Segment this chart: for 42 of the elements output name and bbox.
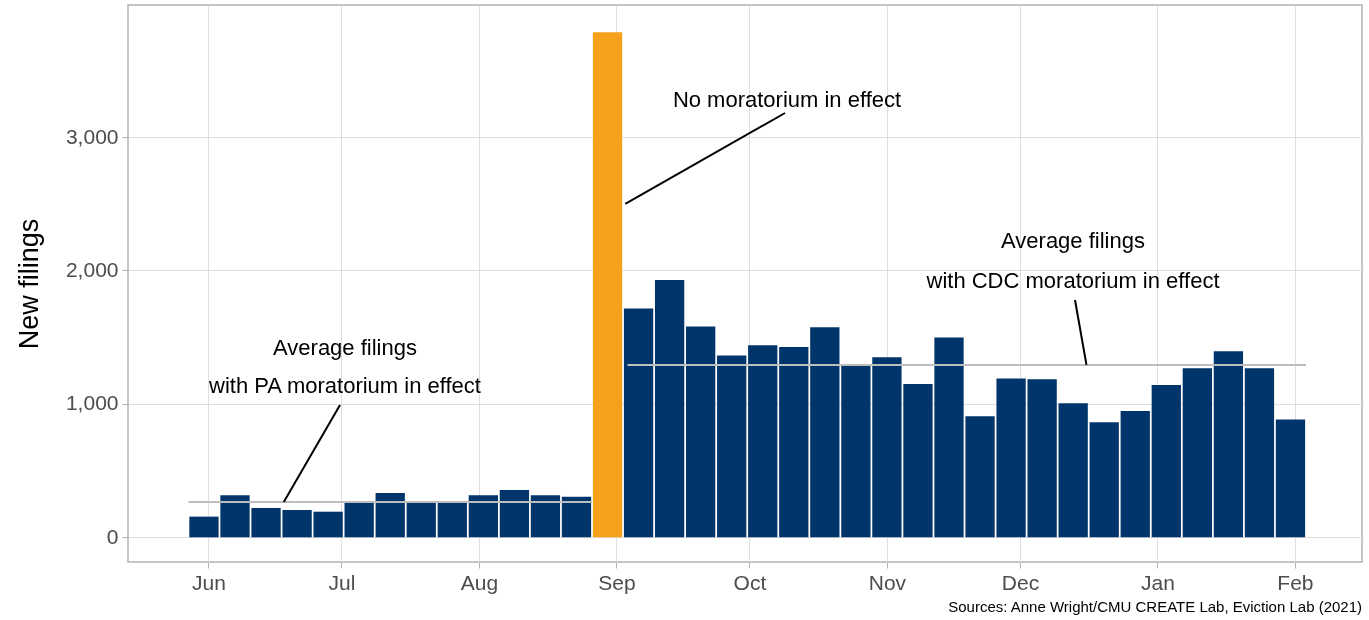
y-tick-label: 0	[106, 524, 119, 548]
bar	[810, 327, 840, 538]
bar	[530, 495, 561, 538]
x-tick-label: Sep	[598, 570, 636, 594]
bar	[375, 492, 405, 538]
bar	[748, 345, 778, 538]
x-tick-label: Oct	[733, 570, 767, 594]
bar	[623, 308, 654, 538]
bar	[654, 279, 685, 538]
bar	[1089, 422, 1119, 538]
bar	[437, 502, 467, 538]
y-axis-title: New filings	[13, 218, 44, 350]
bar	[779, 347, 809, 538]
bar	[592, 32, 623, 538]
x-tick-label: Aug	[460, 570, 499, 594]
x-tick-label: Feb	[1277, 570, 1314, 594]
y-tick-label: 3,000	[65, 124, 119, 148]
bar	[1151, 384, 1181, 538]
bar	[406, 501, 436, 538]
bar	[344, 501, 374, 538]
bar	[499, 489, 530, 538]
annotation: Average filings with CDC moratorium in effect	[925, 228, 1220, 293]
bar	[1213, 351, 1244, 538]
bar	[561, 496, 592, 538]
y-tick-label: 2,000	[65, 257, 119, 281]
bar	[686, 326, 716, 538]
bar	[1244, 368, 1275, 538]
x-tick-label: Jul	[328, 570, 356, 594]
x-tick-label: Dec	[1001, 570, 1040, 594]
bar	[717, 355, 747, 538]
bar	[468, 495, 498, 538]
bar	[1182, 368, 1212, 538]
y-tick-label: 1,000	[65, 391, 119, 415]
x-tick-label: Nov	[868, 570, 907, 594]
annotation: No moratorium in effect	[672, 87, 902, 112]
x-tick-label: Jun	[191, 570, 226, 594]
bar	[1058, 403, 1088, 538]
annotation: Average filings with PA moratorium in effect	[208, 335, 481, 398]
bar	[1120, 411, 1150, 538]
bar	[1275, 419, 1306, 538]
source-note: Sources: Anne Wright/CMU CREATE Lab, Eviction Lab (2021)	[948, 598, 1362, 615]
x-tick-label: Jan	[1141, 570, 1175, 594]
